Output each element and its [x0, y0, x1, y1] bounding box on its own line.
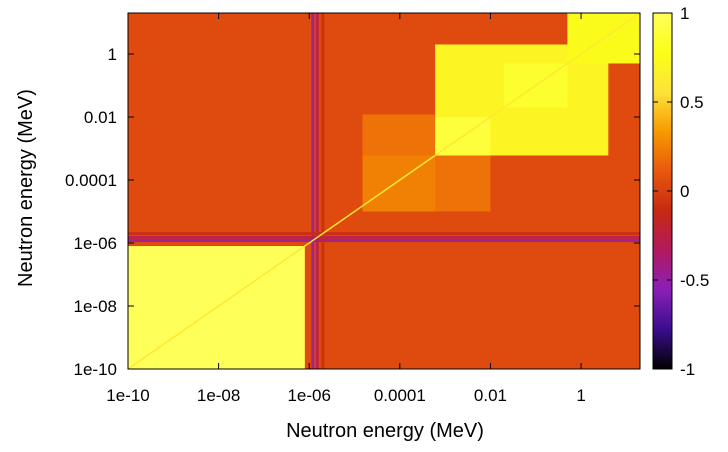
x-axis: 1e-10 1e-08 1e-06 0.0001 0.01 1	[106, 13, 586, 405]
resonance-band-vertical	[311, 13, 315, 369]
x-tick-label: 0.01	[474, 386, 507, 405]
x-axis-label: Neutron energy (MeV)	[286, 420, 484, 442]
y-axis-label: Neutron energy (MeV)	[15, 89, 37, 287]
plot-area	[128, 13, 640, 369]
colorbar-tick-label: -0.5	[680, 271, 709, 290]
x-tick-label: 1	[576, 386, 585, 405]
y-tick-label: 1e-10	[74, 360, 117, 379]
colorbar-tick-label: 1	[680, 4, 689, 23]
resonance-band-horizontal	[128, 235, 640, 239]
diagonal-line	[128, 13, 640, 369]
resonance-band-vertical	[315, 13, 319, 369]
resonance-band-horizontal	[128, 232, 640, 236]
colorbar-tick-label: -1	[680, 360, 695, 379]
x-tick-label: 1e-10	[106, 386, 149, 405]
colorbar-tick-label: 0	[680, 182, 689, 201]
y-tick-label: 1e-08	[74, 297, 117, 316]
y-axis: 1e-10 1e-08 1e-06 0.0001 0.01 1	[65, 45, 640, 379]
y-tick-label: 1e-06	[74, 234, 117, 253]
colorbar-tick-label: 0.5	[680, 93, 704, 112]
colorbar: 1 0.5 0 -0.5 -1	[652, 4, 709, 379]
y-tick-label: 1	[108, 45, 117, 64]
x-tick-label: 0.0001	[374, 386, 426, 405]
x-tick-label: 1e-08	[197, 386, 240, 405]
heatmap-cell	[362, 114, 436, 156]
y-tick-label: 0.01	[84, 108, 117, 127]
plot-frame	[127, 12, 641, 370]
y-tick-label: 0.0001	[65, 171, 117, 190]
resonance-band-vertical	[321, 13, 325, 369]
x-tick-label: 1e-06	[287, 386, 330, 405]
heatmap-cell	[362, 155, 436, 212]
colorbar-ticks: 1 0.5 0 -0.5 -1	[653, 4, 709, 379]
resonance-bands-layer	[128, 13, 640, 369]
resonance-band-horizontal	[128, 238, 640, 242]
